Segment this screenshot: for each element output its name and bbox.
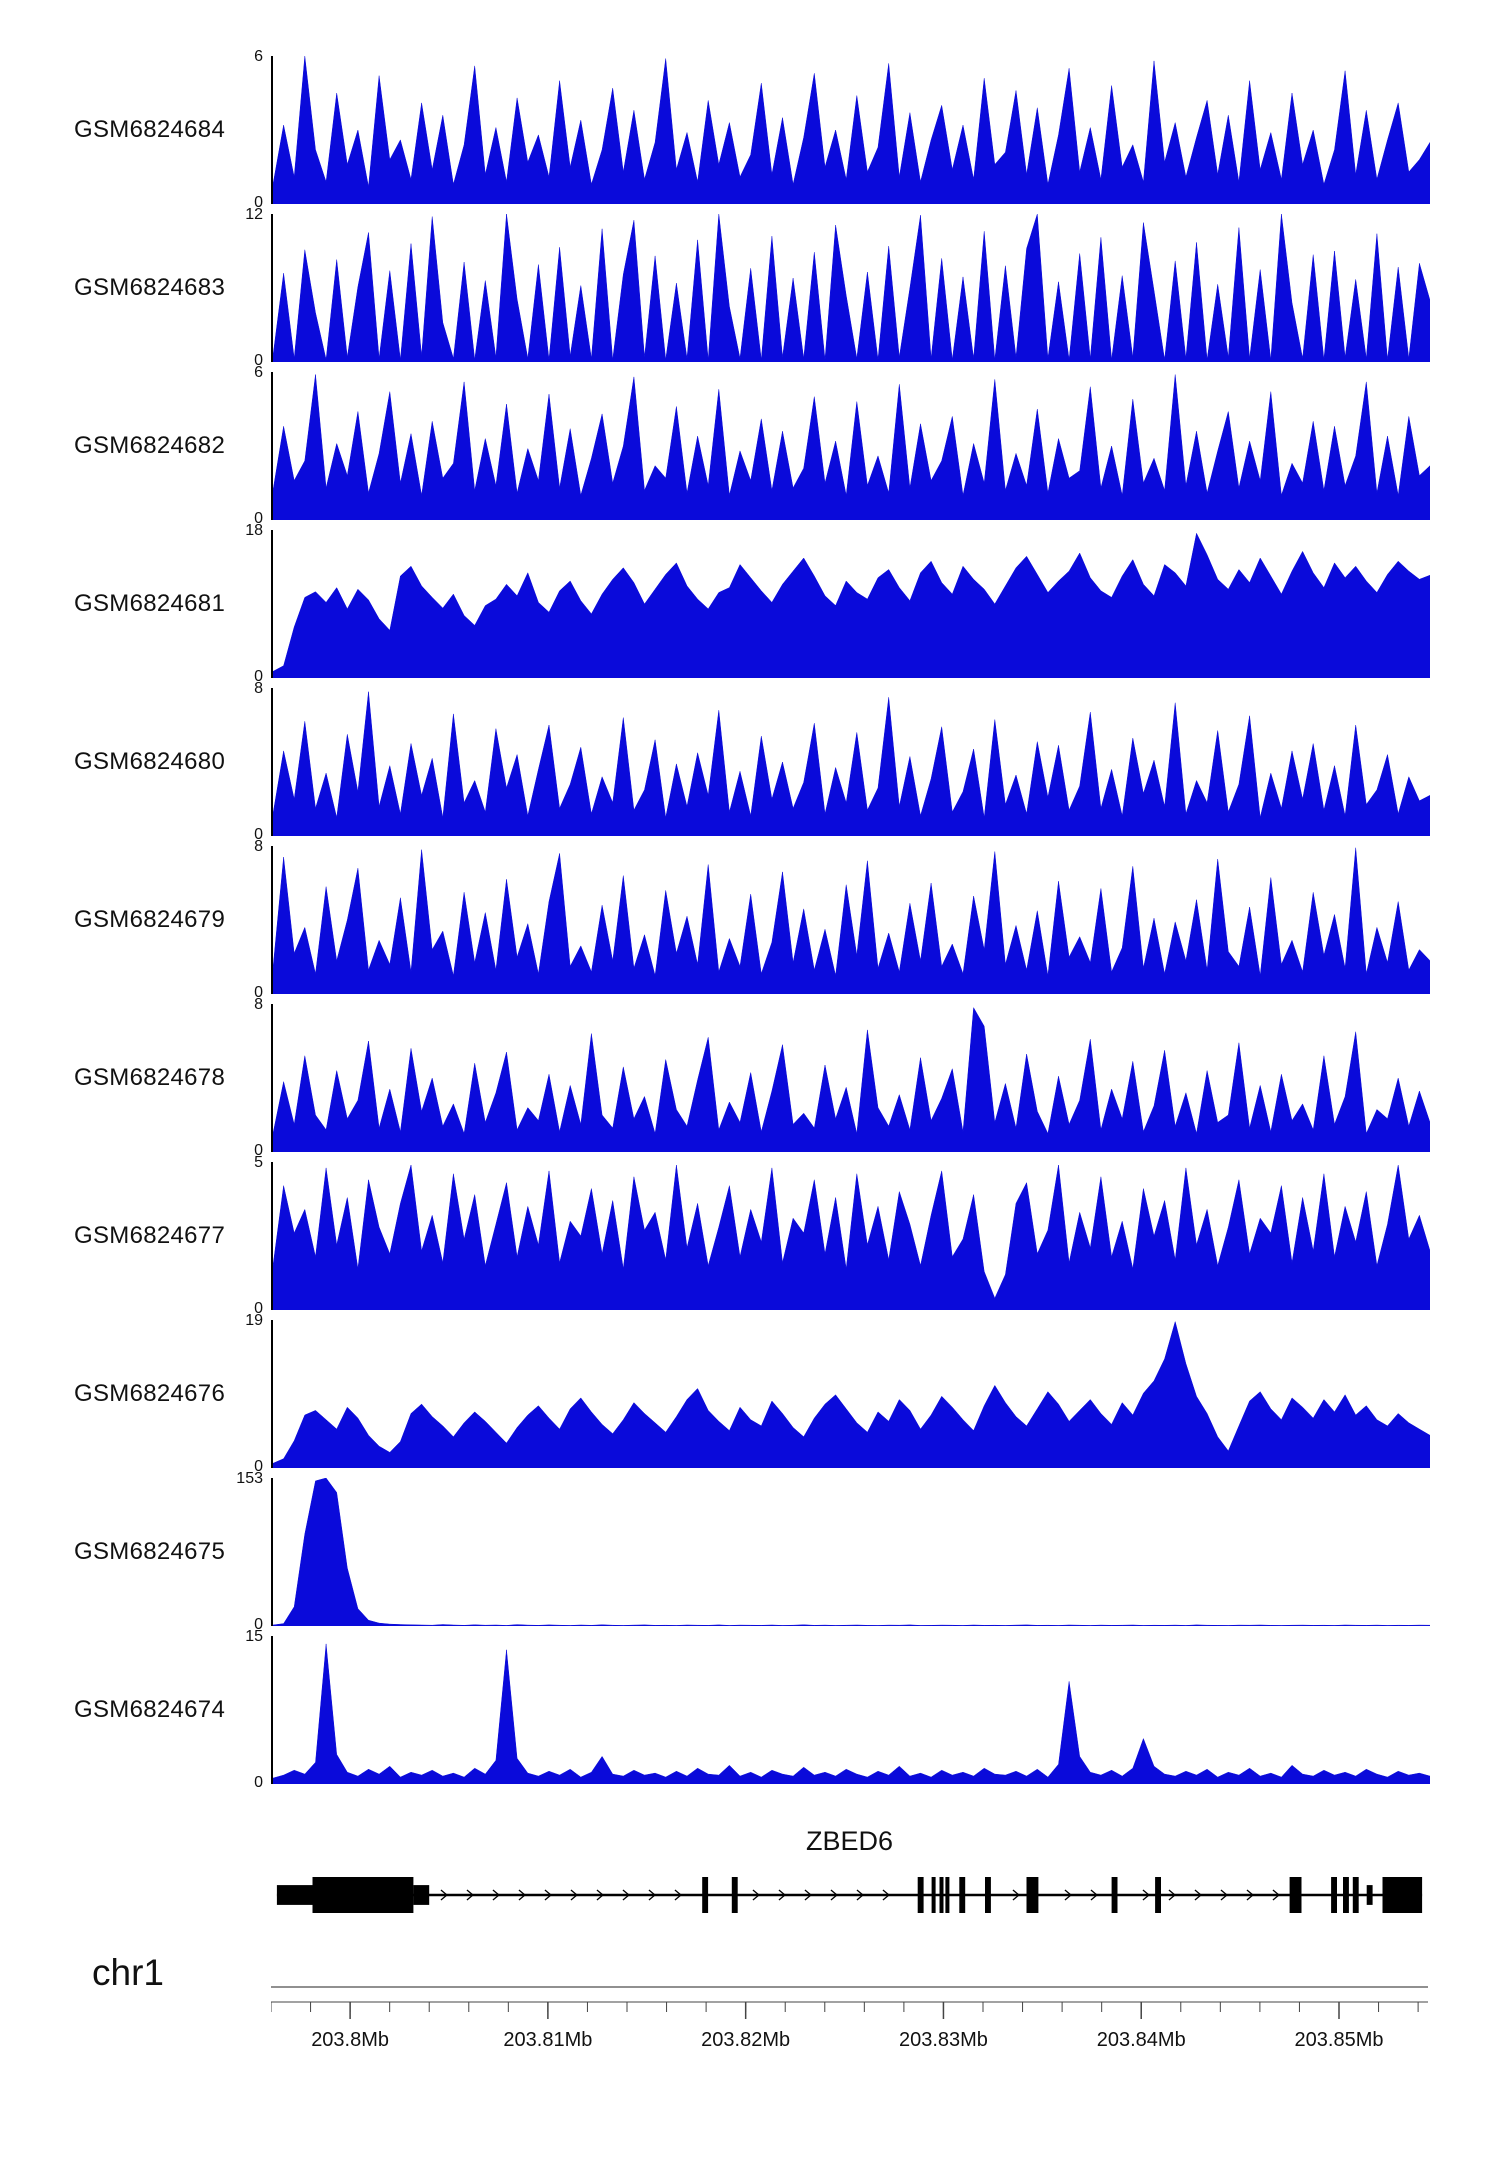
track-label: GSM6824680 bbox=[74, 748, 226, 775]
coverage-track: GSM6824682 6 0 bbox=[0, 364, 1430, 527]
axis-tick-label: 203.8Mb bbox=[311, 2029, 389, 2051]
y-axis-max-label: 8 bbox=[254, 680, 263, 697]
y-axis-zero-label: 0 bbox=[254, 510, 263, 527]
coverage-signal-plot bbox=[273, 1643, 1430, 1784]
track-label: GSM6824676 bbox=[74, 1380, 226, 1407]
coverage-track: GSM6824678 8 0 bbox=[0, 996, 1430, 1159]
gene-track: ZBED6 bbox=[271, 1812, 1428, 1932]
y-axis-max-label: 19 bbox=[245, 1312, 263, 1329]
y-axis-max-label: 18 bbox=[245, 522, 263, 539]
track-plot-area: 8 0 bbox=[254, 838, 1430, 1001]
track-label: GSM6824681 bbox=[74, 590, 226, 617]
coverage-track: GSM6824681 18 0 bbox=[0, 522, 1430, 685]
coverage-track: GSM6824676 19 0 bbox=[0, 1312, 1430, 1475]
coverage-signal-plot bbox=[273, 1320, 1430, 1468]
y-axis-zero-label: 0 bbox=[254, 194, 263, 211]
y-axis-max-label: 6 bbox=[254, 48, 263, 65]
y-axis-max-label: 153 bbox=[236, 1470, 263, 1487]
coverage-track: GSM6824684 6 0 bbox=[0, 48, 1430, 211]
track-plot-area: 8 0 bbox=[254, 996, 1430, 1159]
track-plot-area: 153 0 bbox=[236, 1470, 1430, 1633]
coverage-track: GSM6824680 8 0 bbox=[0, 680, 1430, 843]
y-axis-zero-label: 0 bbox=[254, 1774, 263, 1791]
coverage-signal-plot bbox=[273, 691, 1430, 836]
track-label: GSM6824679 bbox=[74, 906, 226, 933]
track-label: GSM6824678 bbox=[74, 1064, 226, 1091]
coverage-track: GSM6824674 15 0 bbox=[0, 1628, 1430, 1791]
coverage-signal-plot bbox=[273, 1006, 1430, 1152]
coverage-signal-plot bbox=[273, 374, 1430, 520]
track-plot-area: 19 0 bbox=[245, 1312, 1430, 1475]
coverage-signal-plot bbox=[273, 1164, 1430, 1310]
track-plot-area: 12 0 bbox=[245, 206, 1430, 369]
gene-model bbox=[276, 1877, 1423, 1913]
axis-tick-label: 203.81Mb bbox=[503, 2029, 592, 2051]
y-axis-max-label: 5 bbox=[254, 1154, 263, 1171]
axis-tick-label: 203.83Mb bbox=[899, 2029, 988, 2051]
y-axis-zero-label: 0 bbox=[254, 1300, 263, 1317]
axis-tick-label: 203.82Mb bbox=[701, 2029, 790, 2051]
y-axis-zero-label: 0 bbox=[254, 1142, 263, 1159]
track-label: GSM6824674 bbox=[74, 1696, 226, 1723]
gene-name-label: ZBED6 bbox=[805, 1826, 894, 1856]
axis-separator-line bbox=[271, 1986, 1428, 1988]
y-axis-zero-label: 0 bbox=[254, 826, 263, 843]
y-axis-zero-label: 0 bbox=[254, 352, 263, 369]
y-axis-max-label: 15 bbox=[245, 1628, 263, 1645]
track-plot-area: 15 0 bbox=[245, 1628, 1430, 1791]
y-axis-max-label: 12 bbox=[245, 206, 263, 223]
track-plot-area: 18 0 bbox=[245, 522, 1430, 685]
coverage-track: GSM6824677 5 0 bbox=[0, 1154, 1430, 1317]
coverage-signal-plot bbox=[273, 847, 1430, 994]
y-axis-zero-label: 0 bbox=[254, 1458, 263, 1475]
coverage-track: GSM6824679 8 0 bbox=[0, 838, 1430, 1001]
track-plot-area: 6 0 bbox=[254, 364, 1430, 527]
coverage-signal-plot bbox=[273, 532, 1430, 678]
coverage-track: GSM6824675 153 0 bbox=[0, 1470, 1430, 1633]
coverage-track: GSM6824683 12 0 bbox=[0, 206, 1430, 369]
coverage-signal-plot bbox=[273, 1478, 1430, 1626]
y-axis-max-label: 6 bbox=[254, 364, 263, 381]
track-label: GSM6824675 bbox=[74, 1538, 226, 1565]
genome-ruler: 203.8Mb 203.81Mb 203.82Mb 203.83Mb 203.84Mb 2… bbox=[271, 2001, 1428, 2051]
y-axis-zero-label: 0 bbox=[254, 984, 263, 1001]
track-plot-area: 5 0 bbox=[254, 1154, 1430, 1317]
axis-tick-label: 203.85Mb bbox=[1295, 2029, 1384, 2051]
y-axis-max-label: 8 bbox=[254, 838, 263, 855]
coverage-tracks: GSM6824684 6 0 GSM6824683 12 0 GSM682468… bbox=[0, 48, 1430, 1794]
coverage-signal-plot bbox=[273, 214, 1430, 362]
y-axis-zero-label: 0 bbox=[254, 1616, 263, 1633]
track-label: GSM6824684 bbox=[74, 116, 226, 143]
y-axis-zero-label: 0 bbox=[254, 668, 263, 685]
track-label: GSM6824683 bbox=[74, 274, 226, 301]
track-label: GSM6824682 bbox=[74, 432, 226, 459]
y-axis-max-label: 8 bbox=[254, 996, 263, 1013]
track-label: GSM6824677 bbox=[74, 1222, 226, 1249]
track-plot-area: 8 0 bbox=[254, 680, 1430, 843]
track-plot-area: 6 0 bbox=[254, 48, 1430, 211]
chromosome-label: chr1 bbox=[92, 1952, 164, 1993]
axis-tick-label: 203.84Mb bbox=[1097, 2029, 1186, 2051]
coverage-signal-plot bbox=[273, 56, 1430, 204]
